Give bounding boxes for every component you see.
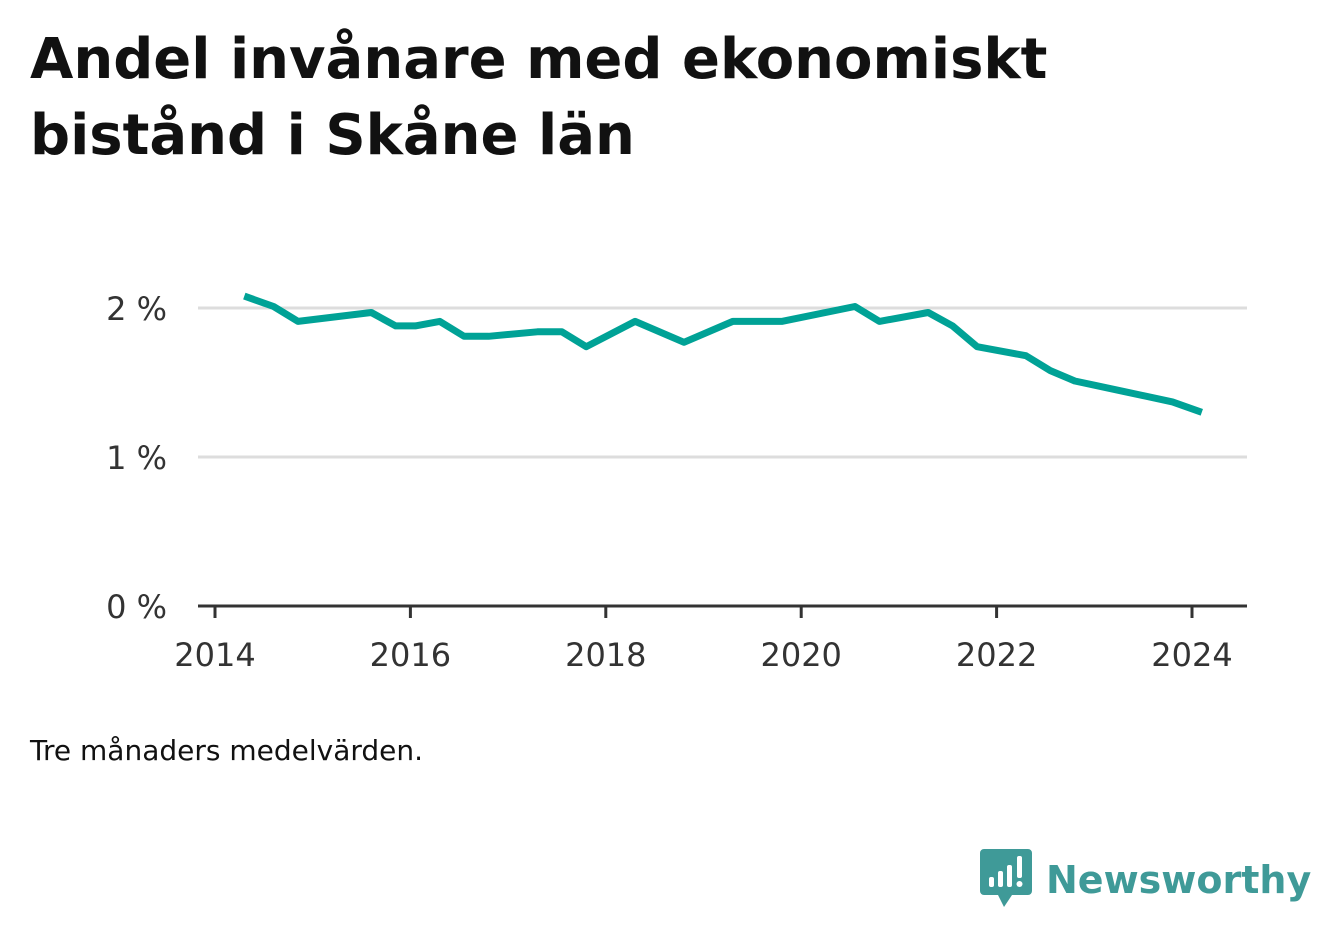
- series-group: [243, 292, 1203, 416]
- x-tick-label: 2024: [1151, 636, 1232, 674]
- x-tick-label: 2020: [760, 636, 841, 674]
- y-tick-label: 2 %: [106, 290, 167, 328]
- brand-logo: Newsworthy: [980, 848, 1311, 912]
- x-tick-label: 2014: [174, 636, 255, 674]
- x-tick-label: 2022: [956, 636, 1037, 674]
- x-axis-ticks: 2014 2016 2018 2020 2022 2024: [174, 606, 1233, 674]
- chart-note: Tre månaders medelvärden.: [30, 734, 424, 767]
- series-line: [243, 292, 1203, 416]
- y-tick-label: 0 %: [106, 588, 167, 626]
- y-tick-label: 1 %: [106, 439, 167, 477]
- x-tick-label: 2016: [370, 636, 451, 674]
- x-tick-label: 2018: [565, 636, 646, 674]
- y-axis-tick-labels: 0 % 1 % 2 %: [106, 290, 167, 626]
- brand-name: Newsworthy: [1046, 858, 1312, 902]
- gridlines: [198, 306, 1247, 459]
- newsworthy-logo-icon: [980, 849, 1032, 907]
- chart-title: Andel invånare med ekonomiskt bistånd i …: [30, 27, 1048, 168]
